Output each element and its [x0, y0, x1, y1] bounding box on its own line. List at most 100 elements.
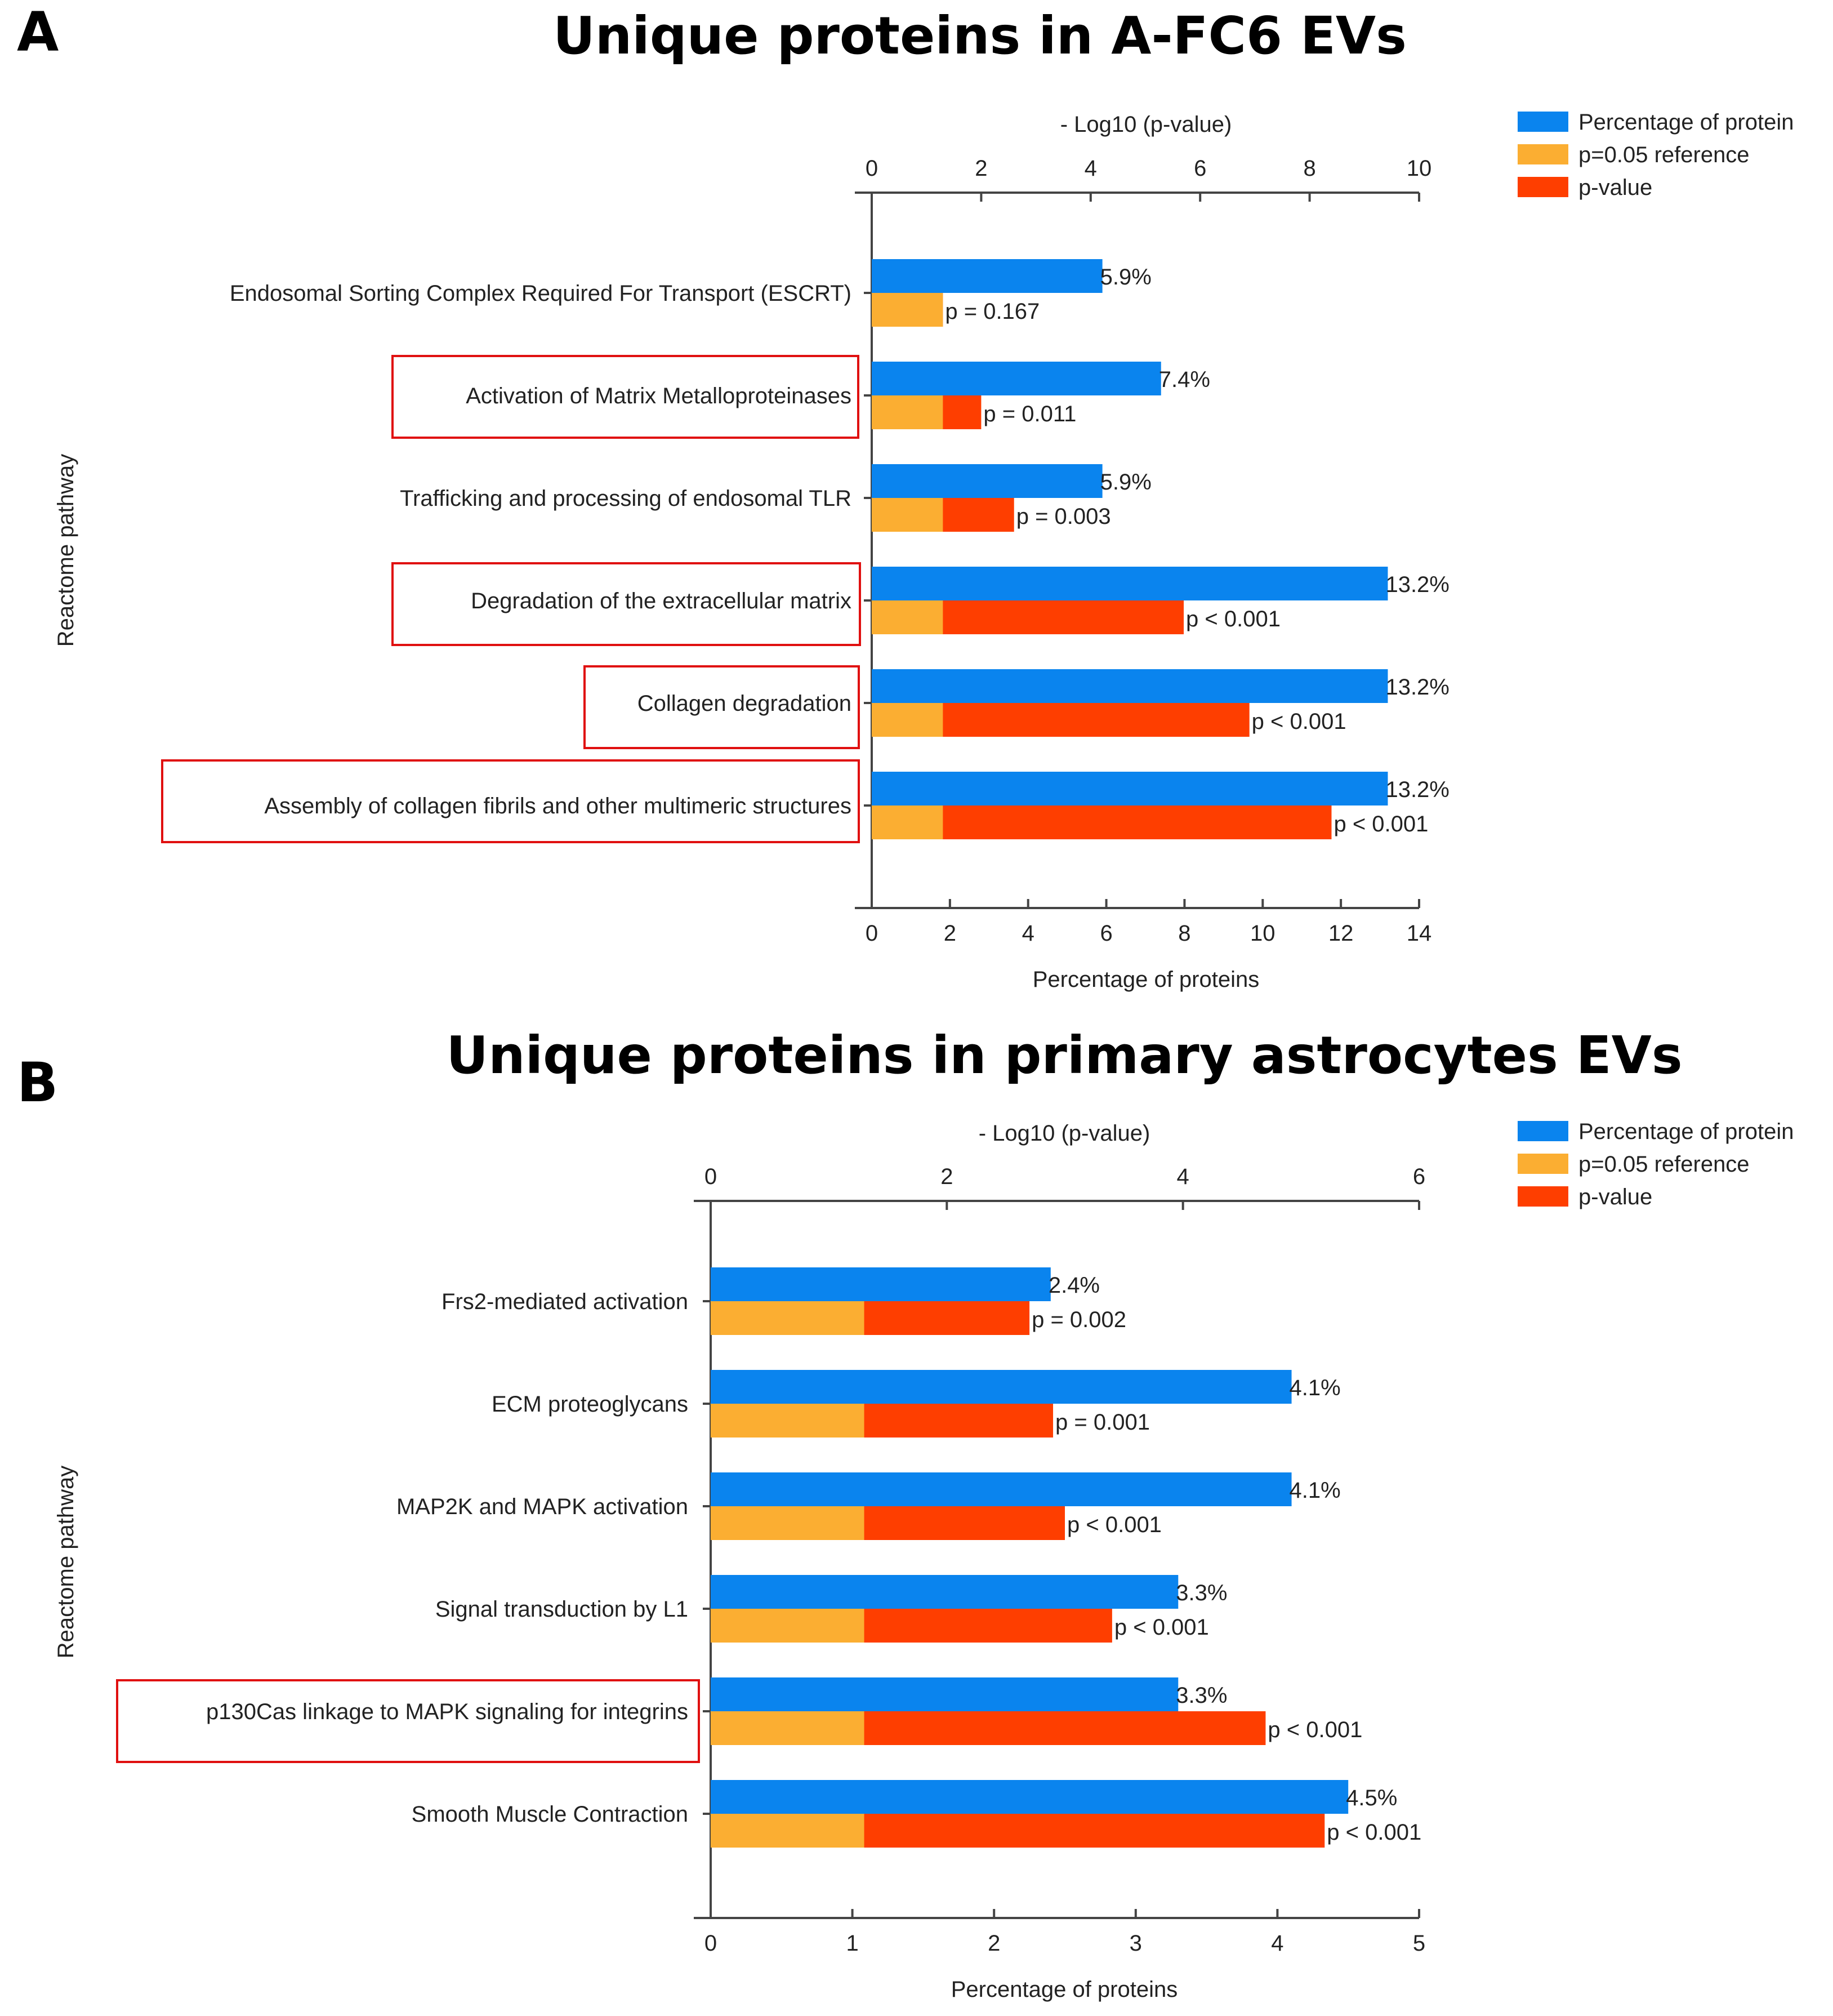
x-tick-label: 14: [1407, 921, 1432, 946]
reference-bar: [872, 293, 943, 327]
x-axis-title: Percentage of proteins: [1033, 967, 1259, 992]
category-label: Assembly of collagen fibrils and other m…: [264, 794, 851, 818]
y-axis-title: Reactome pathway: [53, 454, 78, 647]
reference-bar: [711, 1609, 864, 1643]
bar-group: Signal transduction by L1 3.3% p < 0.001: [435, 1575, 1227, 1643]
category-label: Collagen degradation: [637, 691, 851, 716]
reference-bar: [711, 1404, 864, 1438]
x-tick-label: 6: [1100, 921, 1112, 946]
x-tick-label: 1: [846, 1931, 858, 1956]
pvalue-label: p = 0.003: [1016, 504, 1111, 529]
panel-letter: A: [17, 1, 59, 64]
category-label: Trafficking and processing of endosomal …: [400, 486, 851, 511]
reference-bar: [872, 600, 943, 634]
x-tick-label: 5: [1413, 1931, 1425, 1956]
bar-group: Activation of Matrix Metalloproteinases 7…: [391, 355, 1210, 439]
reference-bar: [711, 1814, 864, 1848]
percentage-label: 3.3%: [1176, 1683, 1227, 1708]
pvalue-label: p < 0.001: [1186, 607, 1281, 631]
pvalue-label: p = 0.167: [945, 299, 1040, 324]
legend-label: Percentage of protein: [1578, 110, 1794, 135]
x2-tick-label: 0: [704, 1164, 717, 1189]
category-label: Endosomal Sorting Complex Required For T…: [230, 281, 851, 306]
x2-tick-label: 2: [940, 1164, 953, 1189]
x2-tick-label: 2: [975, 156, 987, 181]
pvalue-label: p < 0.001: [1252, 709, 1346, 734]
percentage-bar: [711, 1677, 1179, 1711]
percentage-bar: [872, 464, 1103, 498]
x-tick-label: 8: [1178, 921, 1190, 946]
x2-axis-title: - Log10 (p-value): [1060, 112, 1232, 137]
percentage-bar: [711, 1370, 1292, 1404]
panel-letter: B: [17, 1051, 58, 1114]
chart-title: Unique proteins in A-FC6 EVs: [553, 6, 1407, 66]
percentage-bar: [872, 362, 1161, 395]
pvalue-label: p < 0.001: [1067, 1512, 1162, 1537]
legend-label: p-value: [1578, 175, 1652, 200]
highlight-box: [583, 665, 860, 749]
legend-label: p=0.05 reference: [1578, 143, 1750, 167]
percentage-label: 3.3%: [1176, 1581, 1227, 1605]
pvalue-label: p = 0.001: [1055, 1410, 1150, 1435]
pvalue-bar: [872, 805, 1332, 839]
highlight-box: [391, 562, 861, 646]
highlight-box: [391, 355, 859, 439]
legend-swatch: [1518, 1121, 1568, 1141]
percentage-bar: [711, 1472, 1292, 1506]
legend-swatch: [1518, 1186, 1568, 1207]
x2-tick-label: 0: [866, 156, 878, 181]
reference-bar: [872, 703, 943, 737]
bar-group: MAP2K and MAPK activation 4.1% p < 0.001: [396, 1472, 1341, 1540]
x2-tick-label: 10: [1407, 156, 1432, 181]
percentage-label: 7.4%: [1159, 367, 1210, 392]
highlight-box: [116, 1679, 700, 1763]
category-label: p130Cas linkage to MAPK signaling for in…: [206, 1699, 688, 1724]
bar-group: p130Cas linkage to MAPK signaling for in…: [116, 1677, 1362, 1763]
legend-swatch: [1518, 112, 1568, 132]
legend: Percentage of protein p=0.05 reference p-v…: [1518, 1119, 1794, 1209]
percentage-label: 13.2%: [1385, 777, 1449, 802]
bar-group: Collagen degradation 13.2% p < 0.001: [583, 665, 1450, 749]
percentage-bar: [872, 772, 1388, 805]
legend-swatch: [1518, 177, 1568, 197]
bar-group: Degradation of the extracellular matrix 1…: [391, 562, 1450, 646]
percentage-bar: [872, 259, 1103, 293]
chart-title: Unique proteins in primary astrocytes EV…: [446, 1025, 1682, 1085]
legend-label: p=0.05 reference: [1578, 1152, 1750, 1177]
percentage-label: 4.1%: [1290, 1376, 1341, 1400]
percentage-bar: [872, 567, 1388, 600]
category-label: Frs2-mediated activation: [441, 1289, 688, 1314]
pvalue-label: p < 0.001: [1114, 1615, 1209, 1640]
percentage-bar: [711, 1780, 1349, 1814]
pvalue-label: p < 0.001: [1268, 1717, 1362, 1742]
x2-tick-label: 6: [1194, 156, 1206, 181]
bar-group: Endosomal Sorting Complex Required For T…: [230, 259, 1152, 327]
pvalue-label: p = 0.011: [983, 402, 1076, 426]
bar-group: Smooth Muscle Contraction 4.5% p < 0.001: [412, 1780, 1421, 1848]
x-tick-label: 0: [704, 1931, 717, 1956]
reference-bar: [872, 805, 943, 839]
bar-group: Trafficking and processing of endosomal …: [400, 464, 1152, 532]
pvalue-label: p < 0.001: [1334, 812, 1428, 836]
x2-tick-label: 8: [1303, 156, 1315, 181]
reference-bar: [711, 1301, 864, 1335]
x-tick-label: 4: [1271, 1931, 1283, 1956]
pvalue-label: p < 0.001: [1327, 1820, 1421, 1845]
percentage-bar: [711, 1575, 1179, 1609]
x-axis-title: Percentage of proteins: [951, 1977, 1178, 2002]
x-tick-label: 10: [1250, 921, 1275, 946]
x2-tick-label: 4: [1085, 156, 1097, 181]
percentage-label: 4.1%: [1290, 1478, 1341, 1503]
x-tick-label: 0: [866, 921, 878, 946]
category-label: ECM proteoglycans: [492, 1392, 688, 1417]
percentage-label: 5.9%: [1100, 470, 1152, 495]
x-tick-label: 2: [944, 921, 956, 946]
reference-bar: [711, 1506, 864, 1540]
bar-group: Assembly of collagen fibrils and other m…: [161, 759, 1450, 843]
pvalue-label: p = 0.002: [1032, 1307, 1126, 1332]
legend-swatch: [1518, 1154, 1568, 1174]
x2-axis-title: - Log10 (p-value): [979, 1121, 1150, 1146]
legend-label: p-value: [1578, 1185, 1652, 1209]
panel-a: A Unique proteins in A-FC6 EVs 0 2 4 6 8 10 12 14…: [17, 1, 1794, 992]
